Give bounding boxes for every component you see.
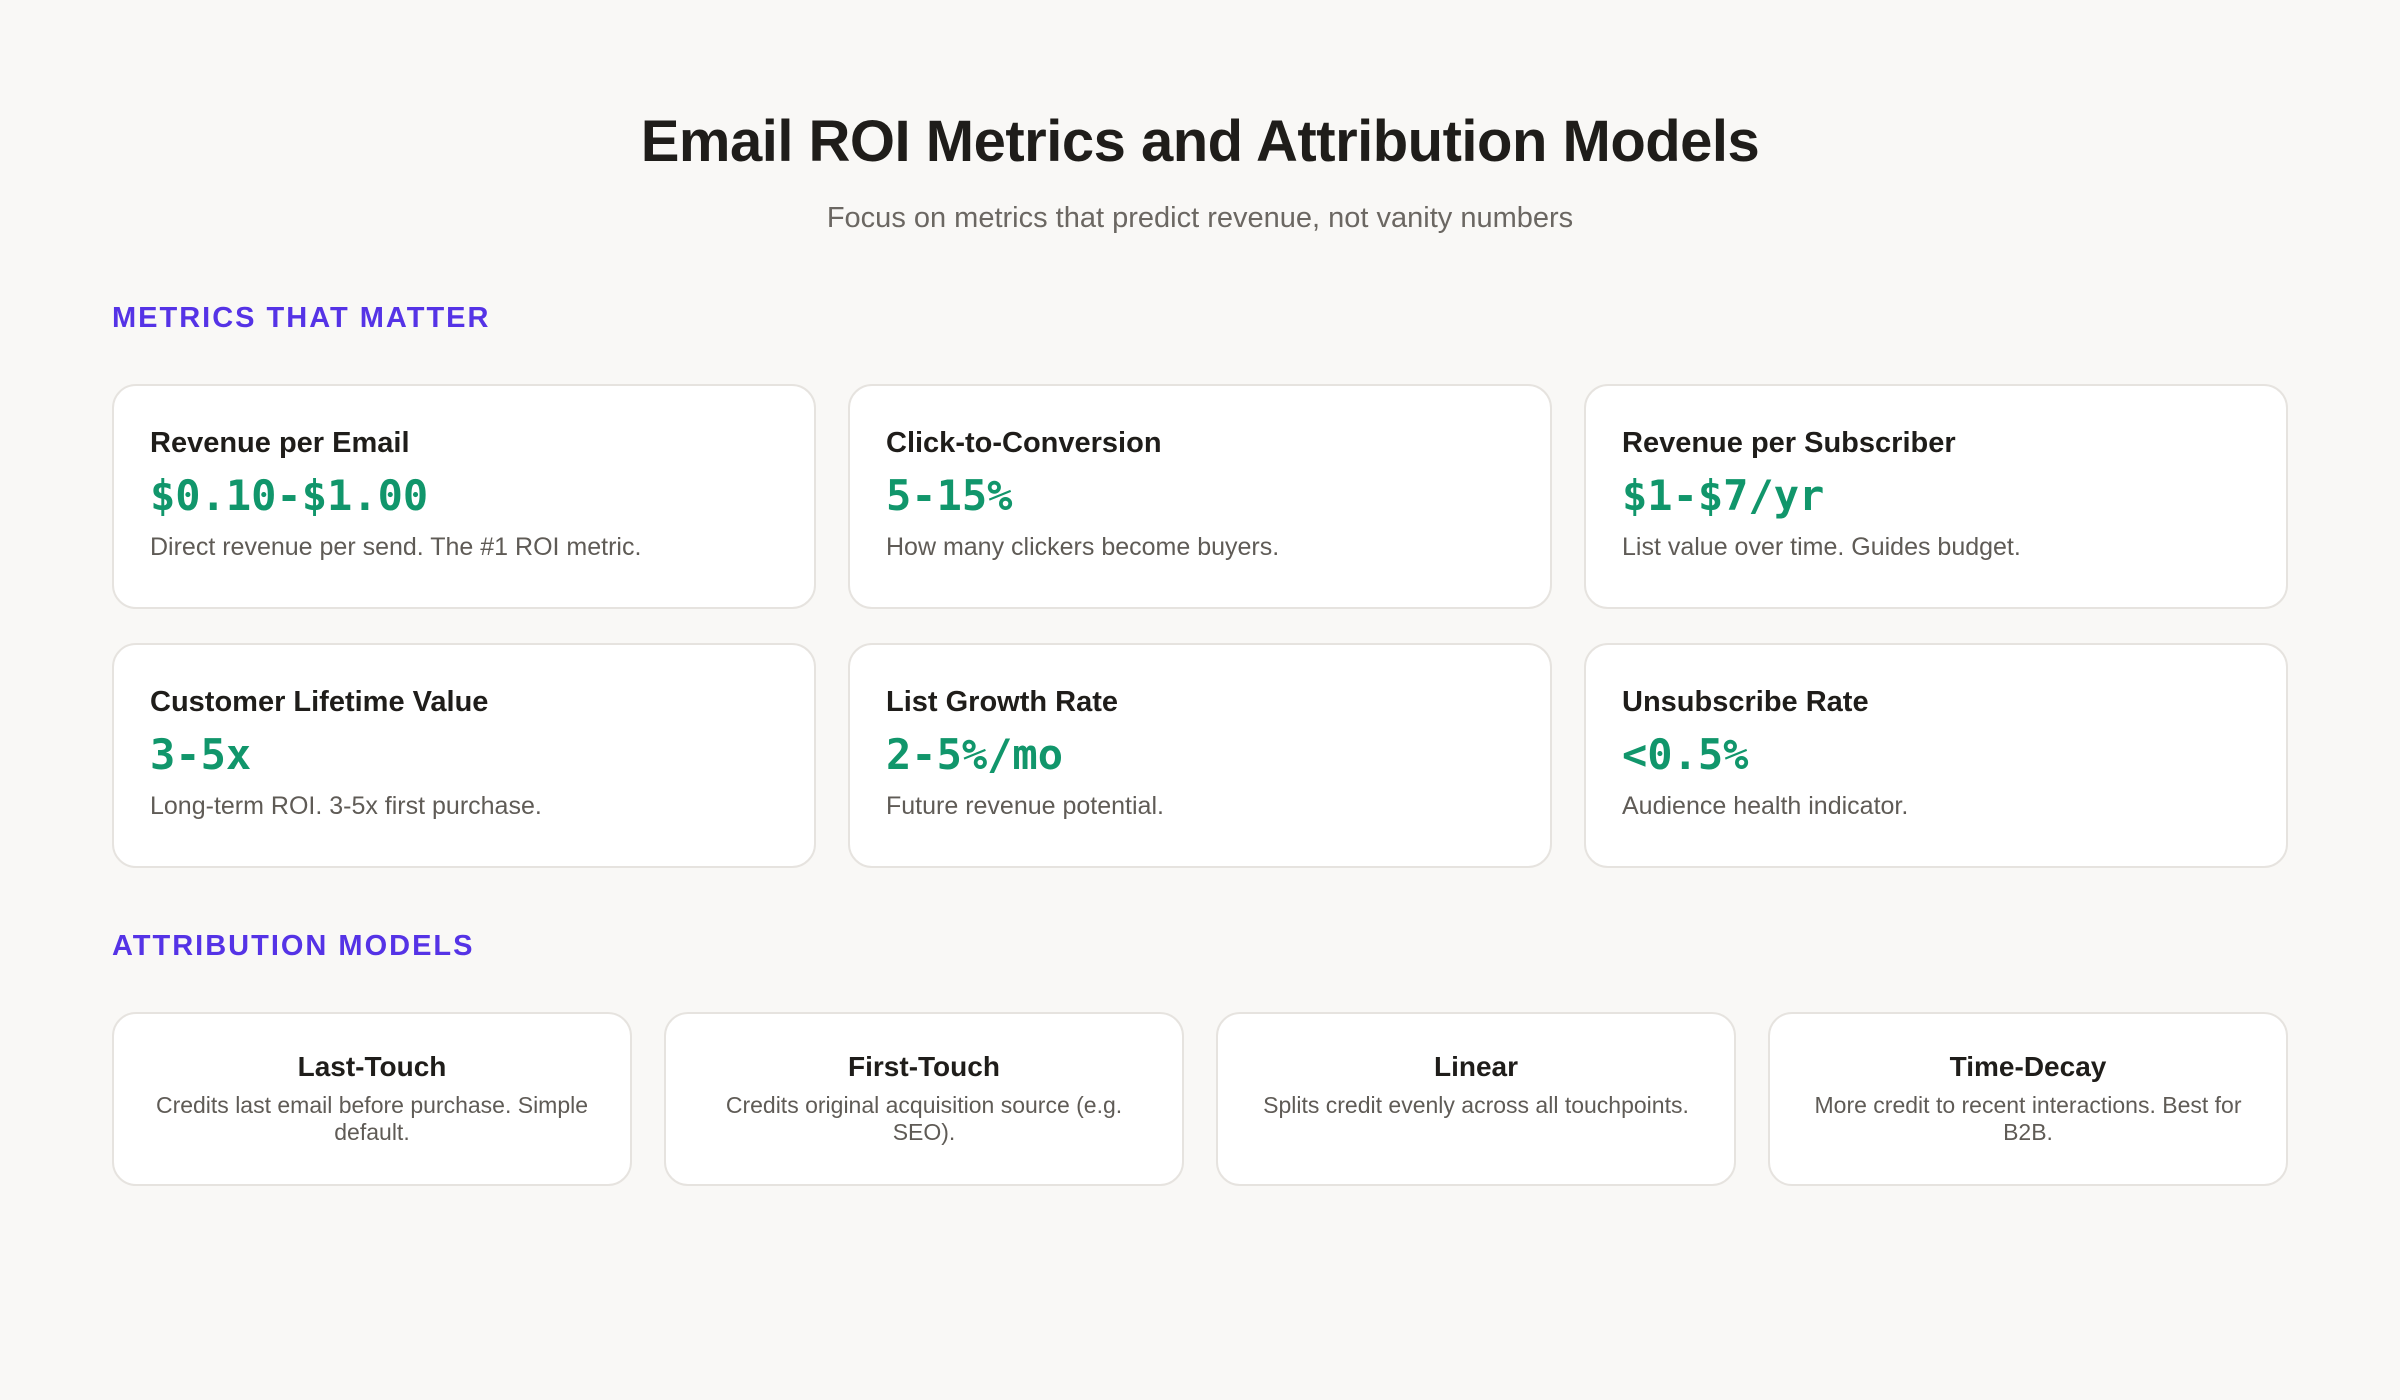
- attribution-card-time-decay: Time-Decay More credit to recent interac…: [1768, 1012, 2288, 1186]
- metric-name: Unsubscribe Rate: [1622, 686, 1869, 718]
- attribution-card-linear: Linear Splits credit evenly across all t…: [1216, 1012, 1736, 1186]
- metric-description: How many clickers become buyers.: [886, 533, 1280, 562]
- attribution-description: Credits last email before purchase. Simp…: [155, 1091, 589, 1146]
- metric-name: Customer Lifetime Value: [150, 686, 489, 718]
- metric-description: Long-term ROI. 3-5x first purchase.: [150, 792, 542, 821]
- attribution-description: Splits credit evenly across all touchpoi…: [1263, 1091, 1689, 1118]
- attribution-description: More credit to recent interactions. Best…: [1814, 1091, 2242, 1146]
- attribution-name: Last-Touch: [297, 1051, 447, 1082]
- metric-name: Revenue per Subscriber: [1622, 427, 1956, 459]
- page-title: Email ROI Metrics and Attribution Models: [640, 109, 1760, 174]
- metric-description: Direct revenue per send. The #1 ROI metr…: [150, 533, 642, 562]
- metric-card-customer-lifetime-value: Customer Lifetime Value 3-5x Long-term R…: [112, 643, 816, 868]
- metric-card-list-growth-rate: List Growth Rate 2-5%/mo Future revenue …: [848, 643, 1552, 868]
- section-label-attribution: ATTRIBUTION MODELS: [112, 930, 475, 962]
- metric-card-revenue-per-subscriber: Revenue per Subscriber $1-$7/yr List val…: [1584, 384, 2288, 609]
- attribution-description: Credits original acquisition source (e.g…: [725, 1091, 1123, 1146]
- metric-name: Click-to-Conversion: [886, 427, 1162, 459]
- metric-card-click-to-conversion: Click-to-Conversion 5-15% How many click…: [848, 384, 1552, 609]
- attribution-name: First-Touch: [848, 1051, 1000, 1082]
- metric-name: Revenue per Email: [150, 427, 410, 459]
- page-subtitle: Focus on metrics that predict revenue, n…: [826, 202, 1574, 234]
- attribution-name: Time-Decay: [1949, 1051, 2107, 1082]
- metric-description: Audience health indicator.: [1622, 792, 1909, 821]
- metric-name: List Growth Rate: [886, 686, 1119, 718]
- attribution-name: Linear: [1433, 1051, 1519, 1082]
- metric-card-unsubscribe-rate: Unsubscribe Rate <0.5% Audience health i…: [1584, 643, 2288, 868]
- metric-value: 5-15%: [886, 470, 1013, 520]
- metrics-grid: Revenue per Email $0.10-$1.00 Direct rev…: [112, 384, 2288, 868]
- metric-value: $1-$7/yr: [1622, 470, 1825, 520]
- metric-card-revenue-per-email: Revenue per Email $0.10-$1.00 Direct rev…: [112, 384, 816, 609]
- metric-description: List value over time. Guides budget.: [1622, 533, 2021, 562]
- metric-value: $0.10-$1.00: [150, 470, 429, 520]
- attribution-card-first-touch: First-Touch Credits original acquisition…: [664, 1012, 1184, 1186]
- attribution-grid: Last-Touch Credits last email before pur…: [112, 1012, 2288, 1186]
- metric-value: 2-5%/mo: [886, 729, 1064, 779]
- metric-value: 3-5x: [150, 729, 252, 779]
- metric-value: <0.5%: [1622, 729, 1749, 779]
- section-label-metrics: METRICS THAT MATTER: [112, 302, 491, 334]
- metric-description: Future revenue potential.: [886, 792, 1164, 821]
- attribution-card-last-touch: Last-Touch Credits last email before pur…: [112, 1012, 632, 1186]
